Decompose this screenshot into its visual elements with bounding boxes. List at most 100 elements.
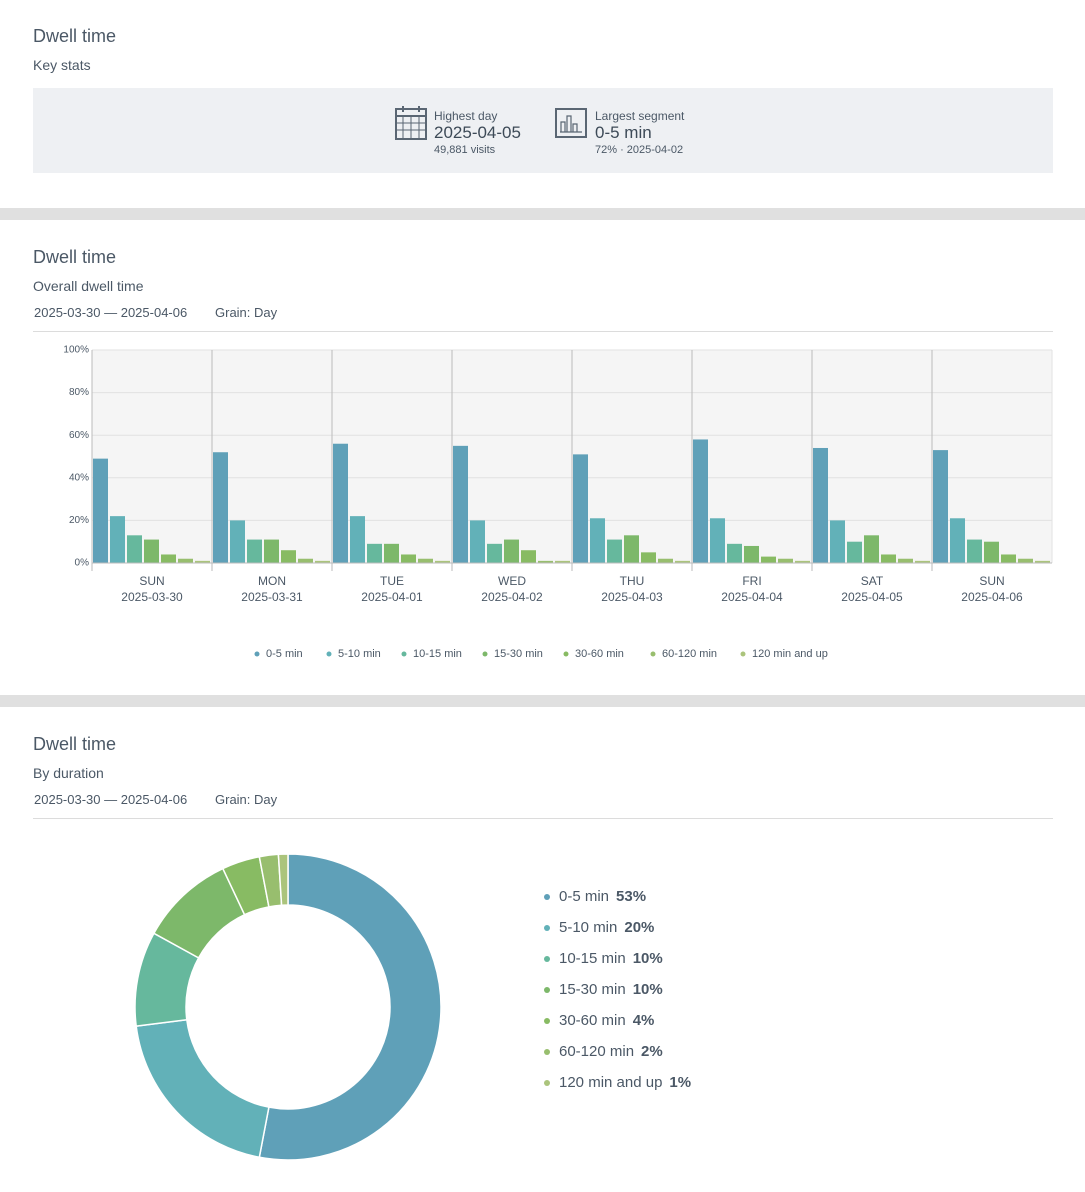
bar	[350, 516, 365, 563]
legend-marker	[544, 925, 550, 931]
bar	[298, 558, 313, 563]
legend-entry[interactable]: 10-15 min 10%	[559, 950, 663, 967]
legend-marker	[544, 1049, 550, 1055]
bar	[1001, 554, 1016, 563]
legend-value: 1%	[669, 1074, 691, 1091]
y-tick-label: 0%	[75, 558, 90, 569]
legend-label[interactable]: 10-15 min	[413, 648, 462, 660]
bar	[93, 458, 108, 563]
bar	[401, 554, 416, 563]
bar	[538, 560, 553, 563]
y-tick-label: 100%	[63, 345, 89, 356]
bar	[144, 539, 159, 563]
legend-label[interactable]: 60-120 min	[662, 648, 717, 660]
bar	[933, 450, 948, 563]
legend-value: 10%	[633, 981, 663, 998]
legend-entry[interactable]: 120 min and up 1%	[559, 1074, 691, 1091]
legend-marker	[544, 894, 550, 900]
bar	[967, 539, 982, 563]
bar	[693, 439, 708, 563]
stat-value: 0-5 min	[595, 123, 652, 142]
bar	[778, 558, 793, 563]
x-tick-label: 2025-04-06	[961, 590, 1023, 604]
legend-label: 30-60 min	[559, 1012, 626, 1029]
legend-marker	[650, 651, 656, 657]
legend-label[interactable]: 15-30 min	[494, 648, 543, 660]
bar	[744, 545, 759, 563]
bar	[727, 543, 742, 563]
x-tick-weekday: TUE	[380, 574, 404, 588]
bar	[641, 552, 656, 563]
section-title: Dwell time	[33, 26, 117, 46]
bar	[590, 518, 605, 563]
key-stats-panel	[33, 88, 1053, 173]
legend-marker	[544, 956, 550, 962]
legend-label: 15-30 min	[559, 981, 626, 998]
legend-entry[interactable]: 5-10 min 20%	[559, 919, 654, 936]
divider	[33, 331, 1053, 332]
pie-slice	[277, 853, 289, 906]
bar	[710, 518, 725, 563]
bar-icon	[555, 108, 587, 138]
x-tick-weekday: SAT	[861, 574, 884, 588]
legend-value: 20%	[624, 919, 654, 936]
legend-label: 10-15 min	[559, 950, 626, 967]
x-tick-label: 2025-03-30	[121, 590, 183, 604]
pie-slice	[135, 1018, 270, 1159]
legend-marker	[326, 651, 332, 657]
bar	[573, 454, 588, 563]
legend-entry[interactable]: 0-5 min 53%	[559, 888, 646, 905]
bar	[1035, 560, 1050, 563]
legend-label[interactable]: 5-10 min	[338, 648, 381, 660]
bar	[624, 535, 639, 563]
date-range: 2025-03-30 — 2025-04-06	[34, 305, 188, 320]
bar	[213, 452, 228, 563]
section-title: Dwell time	[33, 734, 117, 754]
legend-label[interactable]: 0-5 min	[266, 648, 303, 660]
x-tick-weekday: THU	[620, 574, 645, 588]
date-range: 2025-03-30 — 2025-04-06	[34, 792, 188, 807]
legend-marker	[254, 651, 260, 657]
x-tick-weekday: MON	[258, 574, 286, 588]
bar-chart: 0% 20% 40% 60% 80% 100% SUN 2025-03-30 MON 2025-0…	[63, 345, 1053, 660]
legend-marker	[401, 651, 407, 657]
legend-entry[interactable]: 30-60 min 4%	[559, 1012, 654, 1029]
bar	[555, 560, 570, 563]
bar	[384, 543, 399, 563]
legend-label[interactable]: 30-60 min	[575, 648, 624, 660]
bar	[864, 535, 879, 563]
legend-entry[interactable]: 15-30 min 10%	[559, 981, 663, 998]
bar	[504, 539, 519, 563]
stat-label: Largest segment	[595, 109, 685, 123]
x-tick-weekday: SUN	[979, 574, 1004, 588]
legend-marker	[482, 651, 488, 657]
bar	[195, 560, 210, 563]
bar	[830, 520, 845, 563]
legend-label: 60-120 min	[559, 1043, 634, 1060]
x-tick-weekday: SUN	[139, 574, 164, 588]
stat-label: Highest day	[434, 109, 498, 123]
bar	[984, 541, 999, 563]
bar	[435, 560, 450, 563]
y-tick-label: 80%	[69, 387, 89, 398]
bar	[127, 535, 142, 563]
bar	[915, 560, 930, 563]
separator	[0, 695, 1085, 707]
legend-value: 53%	[616, 888, 646, 905]
legend-marker	[544, 987, 550, 993]
bar	[230, 520, 245, 563]
bar	[281, 550, 296, 563]
x-tick-label: 2025-04-02	[481, 590, 543, 604]
bar	[418, 558, 433, 563]
pie-slice	[258, 853, 442, 1161]
grain: Grain: Day	[215, 305, 278, 320]
bar	[333, 443, 348, 563]
legend-label[interactable]: 120 min and up	[752, 648, 828, 660]
section-subtitle: By duration	[33, 765, 104, 781]
x-tick-label: 2025-04-03	[601, 590, 663, 604]
bar	[607, 539, 622, 563]
legend-marker	[544, 1080, 550, 1086]
legend-entry[interactable]: 60-120 min 2%	[559, 1043, 663, 1060]
bar	[247, 539, 262, 563]
